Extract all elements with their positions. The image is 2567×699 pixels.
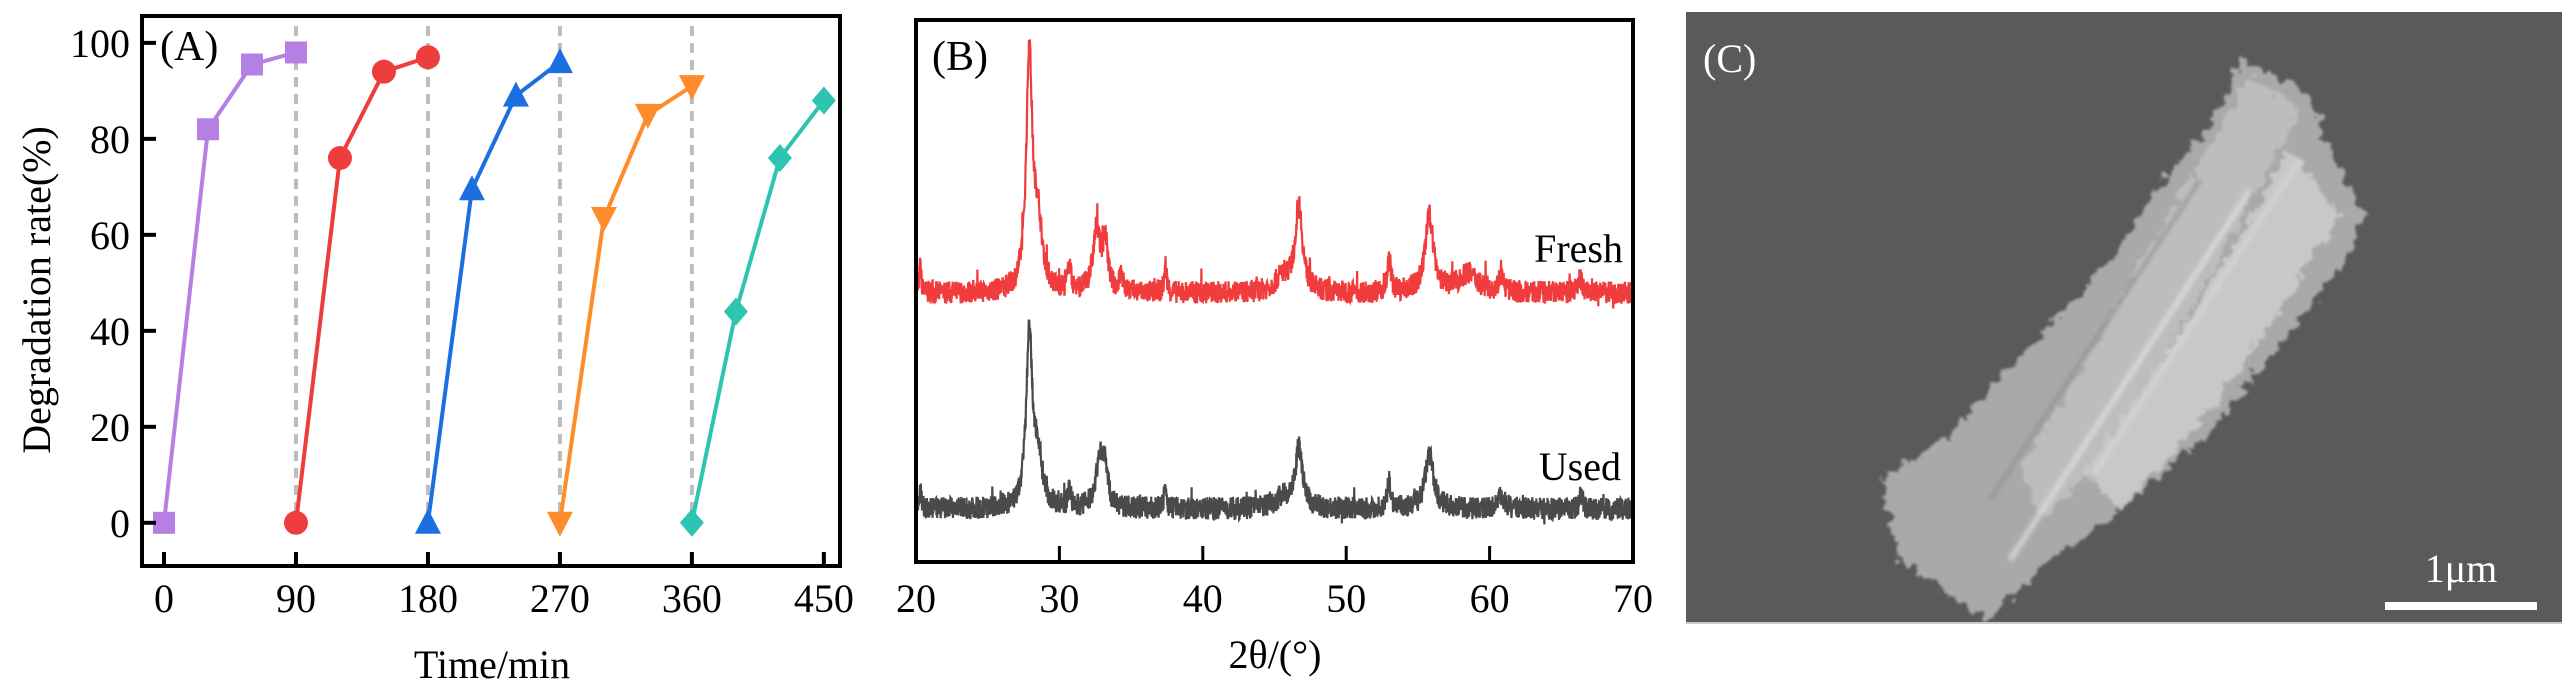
- xrd-pattern-fresh: [917, 39, 1632, 309]
- data-point-circle: [415, 45, 440, 70]
- x-axis-label: Time/min: [414, 642, 570, 687]
- x-tick-label: 360: [662, 576, 722, 621]
- series-line: [557, 84, 693, 524]
- plot-frame: [914, 18, 1635, 564]
- plot-frame: [140, 14, 842, 568]
- x-tick-label: 60: [1470, 576, 1510, 621]
- panel-a-degradation-chart: 0 20 40 60 80 100 0 90 180 270 360 450 (A) Time/min…: [14, 14, 854, 687]
- data-point-circle: [327, 146, 352, 171]
- data-point-diamond: [811, 86, 836, 115]
- panel-label: (A): [160, 24, 218, 70]
- xrd-pattern-used: [917, 319, 1632, 525]
- axis-ticks: 0 20 40 60 80 100 0 90 180 270 360 450: [70, 21, 854, 621]
- data-point-square: [284, 41, 307, 64]
- data-point-triangle: [414, 508, 441, 534]
- scale-bar-label: 1μm: [2425, 546, 2498, 591]
- panel-label: (C): [1703, 36, 1756, 81]
- data-point-triangle-down: [590, 207, 617, 233]
- data-point-triangle: [546, 48, 573, 74]
- data-point-diamond: [723, 297, 748, 326]
- series-line: [425, 60, 562, 524]
- x-tick-label: 0: [154, 576, 174, 621]
- axis-ticks: 20 30 40 50 60 70: [896, 546, 1653, 621]
- series-line: [162, 50, 297, 524]
- x-axis-label: 2θ/(°): [1229, 632, 1322, 677]
- data-point-diamond: [679, 508, 704, 537]
- series-label-fresh: Fresh: [1534, 226, 1623, 271]
- series-line: [689, 99, 826, 524]
- xrd-series: [917, 39, 1632, 525]
- x-tick-label: 30: [1039, 576, 1079, 621]
- y-tick-label: 100: [70, 21, 130, 66]
- degradation-series: [152, 41, 836, 537]
- data-point-triangle-down: [678, 75, 705, 101]
- data-point-triangle-down: [634, 103, 661, 129]
- cycle-boundary-lines: [293, 26, 694, 514]
- sem-rod-highlights: [1988, 158, 2303, 562]
- series-line: [293, 55, 429, 524]
- y-tick-label: 0: [110, 501, 130, 546]
- x-tick-label: 40: [1183, 576, 1223, 621]
- panel-label: (B): [932, 34, 988, 80]
- series-label-used: Used: [1539, 444, 1621, 489]
- data-point-circle: [371, 59, 396, 84]
- x-tick-label: 20: [896, 576, 936, 621]
- y-tick-label: 20: [90, 405, 130, 450]
- y-tick-label: 80: [90, 117, 130, 162]
- x-tick-label: 70: [1613, 576, 1653, 621]
- panel-b-xrd-chart: 20 30 40 50 60 70 (B) Fresh Used 2θ/(°): [896, 18, 1653, 677]
- scale-bar: [2385, 602, 2537, 610]
- x-tick-label: 450: [794, 576, 854, 621]
- panel-c-sem-image: (C) 1μm: [1686, 12, 2562, 624]
- data-point-triangle-down: [546, 511, 573, 537]
- data-point-triangle: [458, 175, 485, 201]
- x-tick-label: 270: [530, 576, 590, 621]
- x-tick-label: 180: [398, 576, 458, 621]
- y-axis-label: Degradation rate(%): [14, 126, 59, 454]
- y-tick-label: 60: [90, 213, 130, 258]
- data-point-square: [152, 511, 175, 534]
- data-point-square: [240, 53, 263, 76]
- data-point-square: [196, 118, 219, 141]
- data-point-circle: [283, 510, 308, 535]
- data-point-triangle: [502, 81, 529, 107]
- x-tick-label: 90: [276, 576, 316, 621]
- data-point-diamond: [767, 144, 792, 173]
- y-tick-label: 40: [90, 309, 130, 354]
- x-tick-label: 50: [1326, 576, 1366, 621]
